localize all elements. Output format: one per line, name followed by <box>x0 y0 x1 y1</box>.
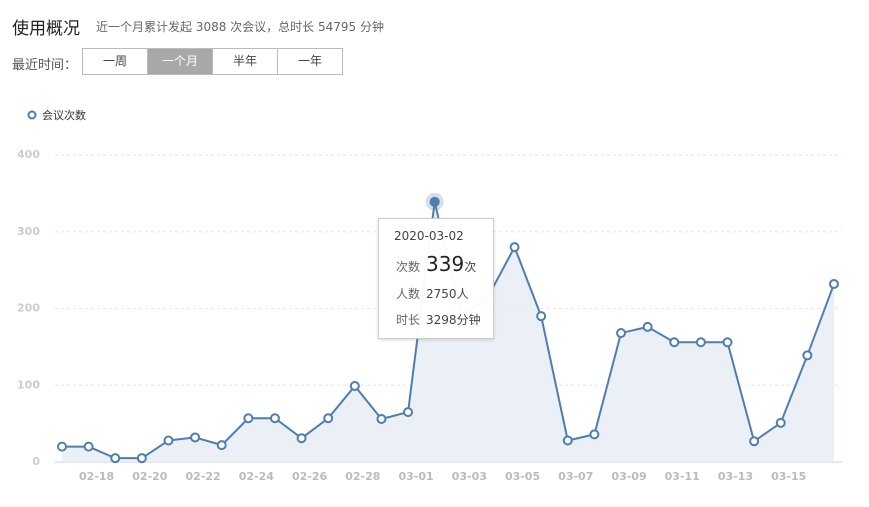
point <box>509 242 520 253</box>
point <box>536 311 547 322</box>
x-tick-label: 02-28 <box>345 470 380 483</box>
y-tick-label: 400 <box>17 148 40 161</box>
point <box>749 436 760 447</box>
x-tick-label: 02-24 <box>239 470 275 483</box>
point <box>296 433 307 444</box>
tooltip-value: 339 <box>426 252 465 276</box>
point <box>616 328 627 339</box>
point <box>775 417 786 428</box>
y-tick-label: 0 <box>32 455 40 468</box>
x-tick-label: 02-18 <box>79 470 114 483</box>
point <box>323 413 334 424</box>
point <box>589 429 600 440</box>
tooltip-row: 人数 2750人 <box>396 285 469 302</box>
x-tick-label: 03-05 <box>505 470 540 483</box>
x-tick-label: 03-09 <box>611 470 646 483</box>
point <box>562 435 573 446</box>
tooltip-unit: 次 <box>464 260 477 274</box>
point <box>722 337 733 348</box>
tooltip-row: 时长 3298分钟 <box>396 311 481 328</box>
point <box>83 441 94 452</box>
point <box>828 278 839 289</box>
x-tick-label: 02-26 <box>292 470 328 483</box>
tooltip-key: 时长 <box>396 313 421 327</box>
y-tick-label: 200 <box>17 302 40 315</box>
range-button[interactable]: 一年 <box>277 49 342 74</box>
point <box>695 337 706 348</box>
x-tick-label: 03-01 <box>398 470 433 483</box>
point <box>57 441 67 452</box>
tooltip-key: 次数 <box>396 260 421 274</box>
point-active <box>429 196 440 207</box>
point <box>163 435 174 446</box>
point <box>376 414 387 425</box>
range-button[interactable]: 一周 <box>83 49 147 74</box>
point <box>216 440 227 451</box>
x-tick-label: 03-13 <box>718 470 753 483</box>
tooltip-key: 人数 <box>396 287 421 301</box>
tooltip: 2020-03-02 次数 339次人数 2750人时长 3298分钟 <box>378 218 494 339</box>
point <box>190 432 201 443</box>
summary: 近一个月累计发起 3088 次会议，总时长 54795 分钟 <box>96 20 384 34</box>
point <box>802 350 813 361</box>
point <box>669 337 680 348</box>
legend-label: 会议次数 <box>42 108 86 122</box>
tooltip-value: 2750 <box>426 287 457 301</box>
tooltip-unit: 人 <box>456 287 469 301</box>
tooltip-row: 次数 339次 <box>396 252 476 276</box>
range-button[interactable]: 半年 <box>212 49 277 74</box>
tooltip-value: 3298 <box>426 313 457 327</box>
point <box>642 321 653 332</box>
point <box>110 453 121 464</box>
y-tick-label: 300 <box>17 225 40 238</box>
point <box>269 413 280 424</box>
x-tick-label: 03-07 <box>558 470 593 483</box>
x-tick-label: 03-03 <box>452 470 487 483</box>
x-tick-label: 02-22 <box>186 470 221 483</box>
x-tick-label: 02-20 <box>132 470 168 483</box>
range-button[interactable]: 一个月 <box>147 49 212 74</box>
range-label: 最近时间： <box>12 58 78 73</box>
point <box>243 413 254 424</box>
point <box>403 407 414 418</box>
tooltip-unit: 分钟 <box>456 313 481 327</box>
x-tick-label: 03-11 <box>665 470 700 483</box>
range-buttons: 一周 一个月 半年 一年 <box>82 48 343 75</box>
point <box>136 453 147 464</box>
y-tick-label: 100 <box>17 378 40 391</box>
point <box>349 381 360 392</box>
legend-marker <box>27 110 37 120</box>
x-tick-label: 03-15 <box>771 470 806 483</box>
title: 使用概况 <box>12 19 80 39</box>
tooltip-date: 2020-03-02 <box>394 229 464 243</box>
